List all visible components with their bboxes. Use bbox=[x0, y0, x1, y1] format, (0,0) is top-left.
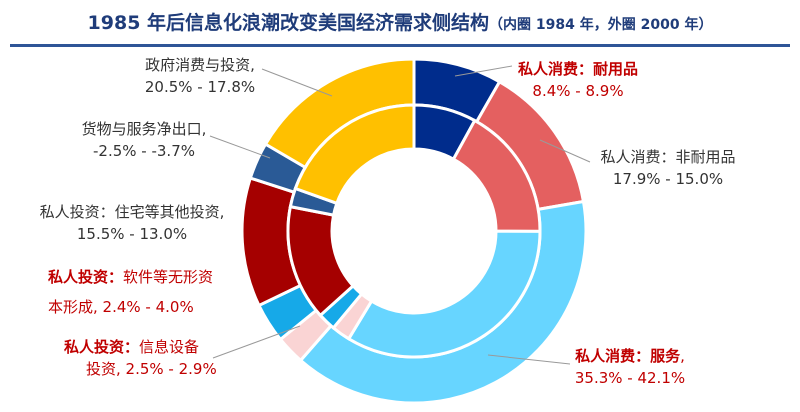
inner-ring-1984 bbox=[286, 103, 542, 359]
label-durable-value: 8.4% - 8.9% bbox=[532, 82, 624, 100]
label-info-equipment-value: , 2.5% - 2.9% bbox=[116, 360, 217, 378]
label-government-value: 20.5% - 17.8% bbox=[144, 78, 256, 96]
chart-title-sub: （内圈 1984 年，外圈 2000 年） bbox=[489, 17, 713, 33]
label-net-exports-suffix: , bbox=[201, 120, 207, 138]
label-net-exports-name: 货物与服务净出口 bbox=[81, 120, 202, 138]
leader-line-services bbox=[487, 354, 571, 365]
leader-line-durable bbox=[454, 65, 513, 77]
label-net-exports-value: -2.5% - -3.7% bbox=[93, 142, 195, 160]
label-nondurable-name: 非耐用品 bbox=[675, 148, 736, 166]
chart-title-main: 1985 年后信息化浪潮改变美国经济需求侧结构 bbox=[87, 12, 490, 34]
leader-line-net-exports bbox=[209, 135, 271, 159]
label-software-value-prefix: 本形成 bbox=[48, 298, 94, 316]
leader-line-nondurable bbox=[539, 139, 591, 163]
label-net-exports: 货物与服务净出口, -2.5% - -3.7% bbox=[62, 118, 226, 162]
label-services-prefix: 私人消费： bbox=[575, 347, 651, 365]
label-residential-prefix: 私人投资： bbox=[39, 203, 115, 221]
inner-ring-segment-2 bbox=[346, 229, 542, 359]
leader-line-government bbox=[261, 68, 333, 97]
label-nondurable-prefix: 私人消费： bbox=[600, 148, 676, 166]
label-services-name: 服务 bbox=[650, 347, 681, 365]
leader-line-info-equipment bbox=[212, 325, 301, 359]
label-software: 私人投资：软件等无形资 本形成, 2.4% - 4.0% bbox=[48, 266, 218, 318]
label-services: 私人消费：服务, 35.3% - 42.1% bbox=[568, 345, 692, 389]
label-info-equipment-value-line: 投资, 2.5% - 2.9% bbox=[64, 358, 217, 380]
label-durable-name: 耐用品 bbox=[593, 60, 639, 78]
label-software-prefix: 私人投资： bbox=[48, 268, 124, 286]
label-info-equipment-value-prefix: 投资 bbox=[86, 360, 117, 378]
label-info-equipment-name: 信息设备 bbox=[139, 338, 200, 356]
title-underline bbox=[10, 44, 790, 47]
label-info-equipment-prefix: 私人投资： bbox=[64, 338, 140, 356]
label-residential-value: 15.5% - 13.0% bbox=[76, 225, 188, 243]
label-info-equipment: 私人投资：信息设备 投资, 2.5% - 2.9% bbox=[64, 336, 217, 380]
label-software-value: , 2.4% - 4.0% bbox=[93, 298, 194, 316]
inner-ring-segment-7 bbox=[293, 103, 416, 206]
label-software-name: 软件等无形资 bbox=[123, 268, 214, 286]
label-services-value: 35.3% - 42.1% bbox=[574, 369, 686, 387]
label-nondurable-value: 17.9% - 15.0% bbox=[612, 170, 724, 188]
label-government-name: 政府消费与投资 bbox=[145, 56, 251, 74]
label-government: 政府消费与投资, 20.5% - 17.8% bbox=[132, 54, 268, 98]
label-durable-prefix: 私人消费： bbox=[517, 60, 593, 78]
label-nondurable: 私人消费：非耐用品 17.9% - 15.0% bbox=[588, 146, 748, 190]
label-software-value-line: 本形成, 2.4% - 4.0% bbox=[48, 296, 218, 318]
label-residential-name: 住宅等其他投资 bbox=[114, 203, 220, 221]
leader-lines bbox=[209, 65, 591, 365]
chart-title: 1985 年后信息化浪潮改变美国经济需求侧结构（内圈 1984 年，外圈 200… bbox=[0, 8, 800, 35]
label-residential-suffix: , bbox=[219, 203, 225, 221]
label-services-suffix: , bbox=[680, 347, 685, 365]
label-durable: 私人消费：耐用品 8.4% - 8.9% bbox=[512, 58, 644, 102]
label-residential: 私人投资：住宅等其他投资, 15.5% - 13.0% bbox=[24, 201, 240, 245]
label-government-suffix: , bbox=[250, 56, 255, 74]
